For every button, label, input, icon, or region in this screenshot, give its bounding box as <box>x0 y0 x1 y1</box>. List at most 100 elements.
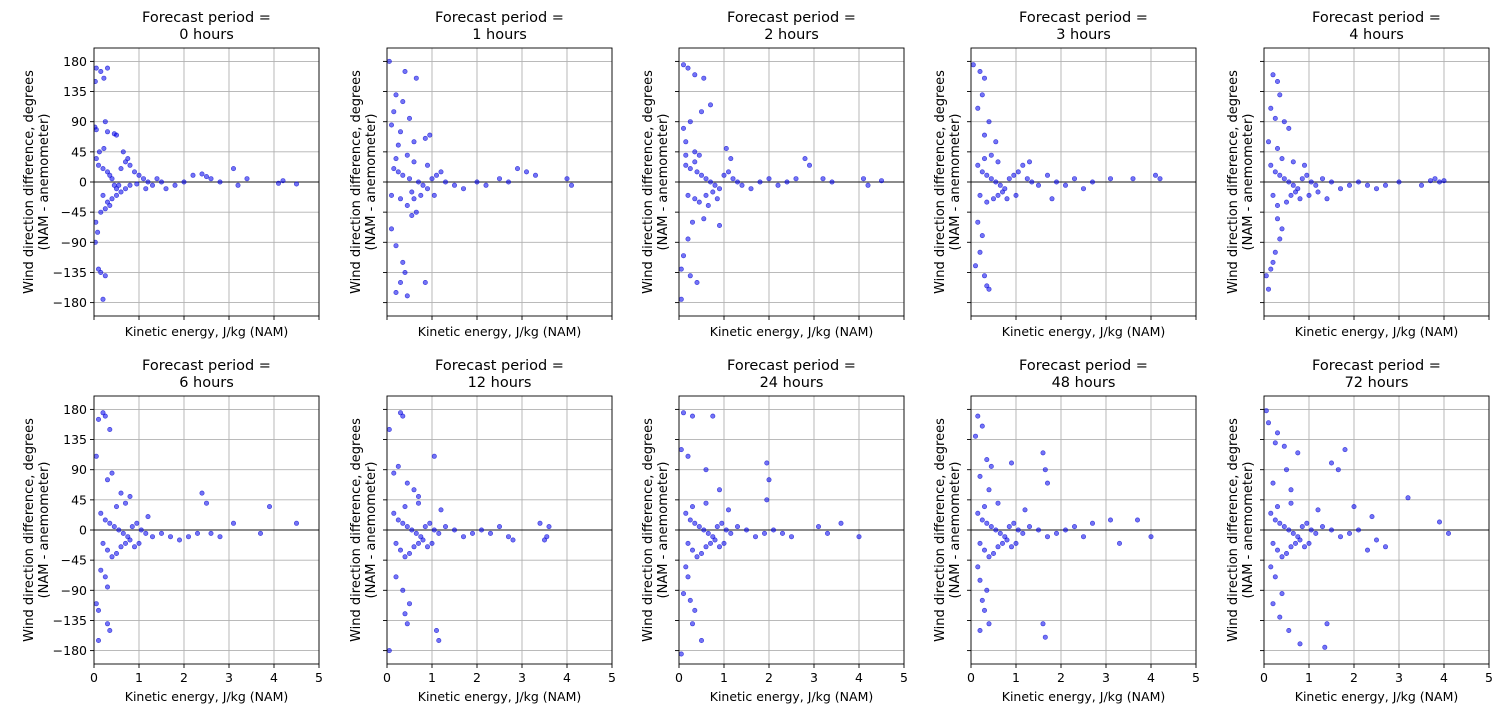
x-axis-label: Kinetic energy, J/kg (NAM) <box>1002 689 1166 704</box>
data-point <box>1286 125 1292 131</box>
data-point <box>707 102 713 108</box>
x-axis-label: Kinetic energy, J/kg (NAM) <box>710 689 874 704</box>
data-point <box>1153 172 1159 178</box>
data-point <box>981 75 987 81</box>
data-point <box>172 182 178 188</box>
data-point <box>116 182 122 188</box>
data-point <box>680 253 686 259</box>
data-point <box>981 547 987 553</box>
data-point <box>1008 460 1014 466</box>
data-point <box>775 182 781 188</box>
data-point <box>752 534 758 540</box>
data-point <box>694 169 700 175</box>
data-point <box>409 527 415 533</box>
data-point <box>451 182 457 188</box>
data-point <box>1277 614 1283 620</box>
data-point <box>1315 507 1321 513</box>
subplot-3: Forecast period =2 hours Kinetic energy, … <box>641 10 905 339</box>
scatter-series <box>1264 408 1452 650</box>
data-point <box>1315 189 1321 195</box>
data-point <box>94 156 99 162</box>
data-point <box>420 537 426 543</box>
y-axis-label-line1: Wind direction difference, degrees <box>641 418 656 642</box>
data-point <box>1351 504 1357 510</box>
data-point <box>94 453 99 459</box>
y-axis-label-line2: (NAM - anemometer) <box>37 462 52 599</box>
data-point <box>217 179 223 185</box>
data-point <box>683 139 689 145</box>
data-point <box>1338 534 1344 540</box>
data-point <box>1045 534 1051 540</box>
data-point <box>1108 517 1114 523</box>
data-point <box>1297 641 1303 647</box>
data-point <box>1090 520 1096 526</box>
data-point <box>118 490 124 496</box>
scatter-series <box>94 65 299 302</box>
data-point <box>402 504 408 510</box>
y-tick-label: 135 <box>63 432 87 447</box>
data-point <box>1264 273 1269 279</box>
data-point <box>1308 179 1314 185</box>
data-point <box>986 621 992 627</box>
data-point <box>1329 527 1335 533</box>
data-point <box>1369 514 1375 520</box>
data-point <box>451 527 457 533</box>
data-point <box>1284 550 1290 556</box>
data-point <box>815 524 821 530</box>
data-point <box>393 540 399 546</box>
data-point <box>293 181 299 187</box>
subplot-8: 0 1 2 3 4 5 Forecast period =24 hours Kinetic e… <box>641 358 908 704</box>
y-axis-label-line2: (NAM - anemometer) <box>364 462 379 599</box>
data-point <box>404 203 410 209</box>
data-point <box>685 65 691 71</box>
data-point <box>705 530 711 536</box>
data-point <box>1004 537 1010 543</box>
data-point <box>427 520 433 526</box>
data-point <box>685 540 691 546</box>
data-point <box>680 591 686 597</box>
scatter-series <box>387 58 574 299</box>
data-point <box>721 540 727 546</box>
data-point <box>1338 186 1344 192</box>
data-point <box>734 524 740 530</box>
y-tick-label: 135 <box>63 84 87 99</box>
data-point <box>979 597 985 603</box>
data-point <box>683 564 689 570</box>
data-point <box>1284 199 1290 205</box>
data-point <box>977 473 983 479</box>
data-point <box>505 179 511 185</box>
data-point <box>679 266 684 272</box>
data-point <box>402 611 408 617</box>
data-point <box>1081 534 1087 540</box>
data-point <box>402 554 408 560</box>
data-point <box>217 534 223 540</box>
x-tick-label: 4 <box>1440 670 1448 685</box>
data-point <box>1268 162 1274 168</box>
data-point <box>95 229 101 235</box>
data-point <box>698 550 704 556</box>
subplot-title-line2: 1 hours <box>472 27 527 43</box>
data-point <box>977 69 983 75</box>
data-point <box>393 156 399 162</box>
data-point <box>1374 537 1380 543</box>
data-point <box>698 172 704 178</box>
data-point <box>1419 182 1425 188</box>
x-tick-label: 3 <box>225 670 233 685</box>
x-tick-label: 0 <box>967 670 975 685</box>
subplot-4: Forecast period =3 hours Kinetic energy, … <box>933 10 1197 339</box>
data-point <box>427 132 433 138</box>
data-point <box>766 477 772 483</box>
data-point <box>1365 547 1371 553</box>
data-point <box>433 172 439 178</box>
data-point <box>1072 524 1078 530</box>
data-point <box>1288 544 1294 550</box>
x-tick-label: 1 <box>428 670 436 685</box>
data-point <box>743 527 749 533</box>
data-point <box>123 159 129 165</box>
data-point <box>413 75 419 81</box>
data-point <box>123 186 129 192</box>
data-point <box>96 162 102 168</box>
data-point <box>231 166 237 172</box>
subplot-9: 0 1 2 3 4 5 Forecast period =48 hours Kinetic e… <box>933 358 1200 704</box>
subplot-title-line1: Forecast period = <box>142 10 271 26</box>
